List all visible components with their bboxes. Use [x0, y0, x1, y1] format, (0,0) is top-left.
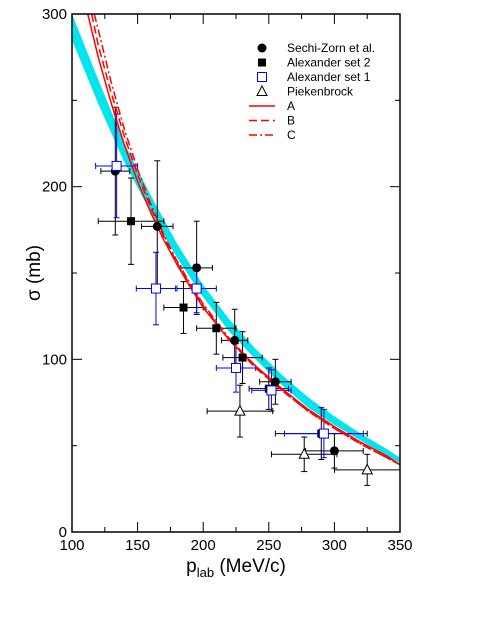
legend-symbol-3 [256, 84, 268, 96]
y-tick-label: 200 [42, 179, 67, 196]
legend-label-2: Alexander set 1 [287, 70, 371, 84]
model-curves [87, 14, 400, 466]
x-axis-label-sub: lab [197, 565, 214, 580]
marker-1-2 [212, 324, 221, 333]
x-tick-label: 150 [125, 537, 150, 554]
marker-1-3 [238, 353, 247, 362]
legend-label-5: B [287, 114, 295, 128]
legend-symbol-1 [258, 58, 266, 67]
marker-2-1 [150, 283, 161, 294]
x-tick-label: 250 [256, 537, 281, 554]
marker-2-3 [231, 362, 241, 373]
marker-0-2 [192, 263, 202, 273]
marker-2-2 [191, 283, 202, 294]
curve-b [90, 14, 400, 466]
marker-2-4 [266, 385, 277, 396]
x-axis-label: plab (MeV/c) [186, 556, 286, 580]
marker-3-1 [298, 447, 311, 459]
y-tick-label: 300 [42, 6, 67, 23]
legend-label-6: C [287, 128, 296, 142]
x-axis-label-main: p [186, 556, 197, 577]
marker-0-5 [329, 446, 339, 456]
marker-1-1 [179, 303, 188, 312]
legend-label-3: Piekenbrock [287, 85, 354, 99]
data-markers [110, 160, 374, 475]
legend-label-4: A [287, 99, 295, 113]
marker-1-0 [127, 217, 136, 226]
marker-2-5 [318, 428, 329, 439]
marker-2-0 [111, 160, 122, 171]
y-tick-label: 0 [59, 524, 67, 541]
marker-0-3 [230, 335, 240, 345]
marker-3-2 [361, 463, 374, 475]
marker-0-1 [152, 221, 162, 231]
legend: Sechi-Zorn et al.Alexander set 2Alexande… [249, 41, 375, 142]
error-bars [95, 106, 400, 486]
x-tick-label: 350 [387, 537, 412, 554]
marker-3-0 [234, 404, 246, 416]
legend-symbol-2 [257, 72, 267, 82]
axis-ticks [71, 13, 401, 533]
x-axis-label-rest: (MeV/c) [214, 556, 286, 577]
marker-0-4 [270, 377, 280, 387]
legend-label-1: Alexander set 2 [287, 56, 371, 70]
x-tick-label: 300 [322, 537, 347, 554]
x-tick-label: 100 [59, 537, 84, 554]
x-tick-label: 200 [191, 537, 216, 554]
curve-c [93, 14, 400, 466]
legend-label-0: Sechi-Zorn et al. [287, 41, 375, 55]
curve-a [87, 14, 400, 466]
y-axis-label: σ (mb) [24, 245, 45, 301]
y-tick-label: 100 [42, 351, 67, 368]
legend-symbol-0 [257, 43, 267, 53]
